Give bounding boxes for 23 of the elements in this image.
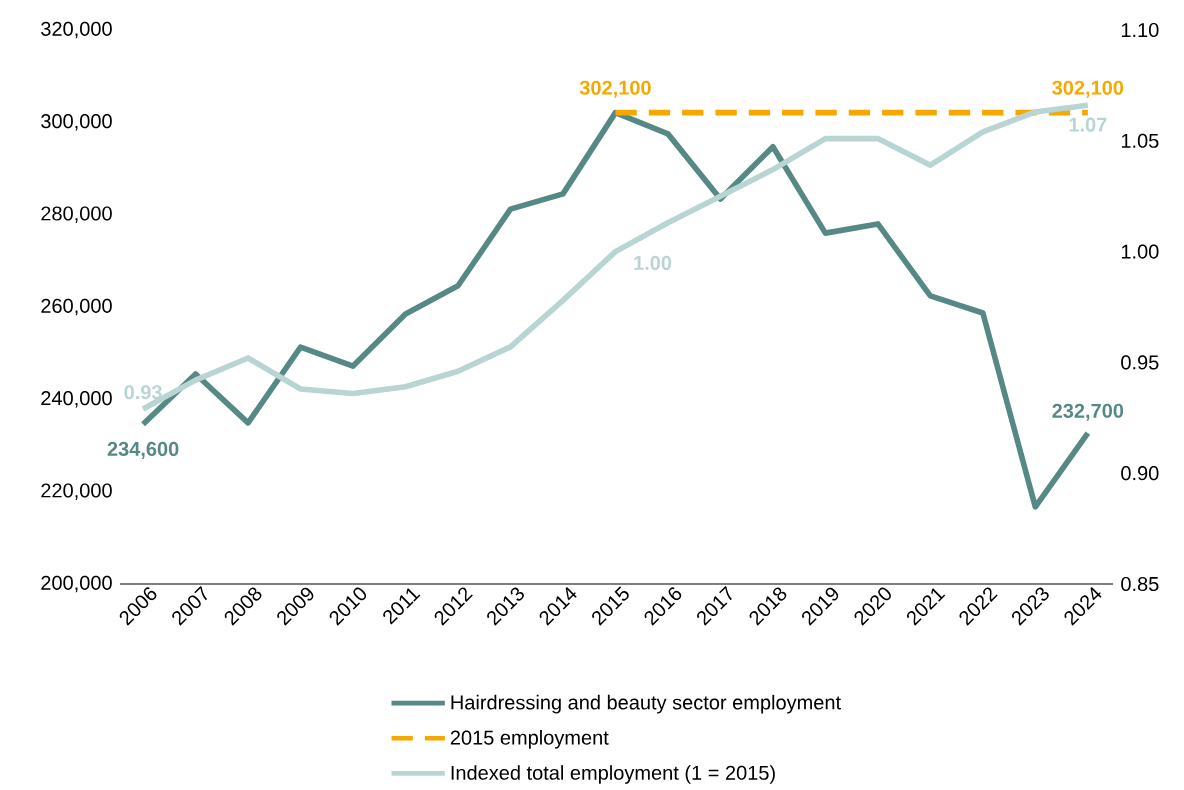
y2-tick-label: 0.85 bbox=[1121, 576, 1159, 592]
y2-tick-label: 0.90 bbox=[1121, 466, 1159, 481]
data-label: 302,100 bbox=[579, 80, 651, 98]
y2-tick-label: 1.10 bbox=[1121, 22, 1159, 38]
y2-tick-label: 0.95 bbox=[1121, 355, 1159, 370]
data-label: 302,100 bbox=[1052, 80, 1124, 98]
y-tick-label: 220,000 bbox=[41, 483, 112, 500]
y-tick-label: 320,000 bbox=[41, 21, 112, 39]
data-label: 1.00 bbox=[634, 255, 672, 271]
legend-label: Indexed total employment (1 = 2015) bbox=[451, 765, 775, 784]
y2-tick-label: 1.00 bbox=[1121, 244, 1159, 259]
y-tick-label: 240,000 bbox=[41, 391, 112, 408]
y-tick-label: 280,000 bbox=[41, 206, 112, 223]
y-tick-label: 260,000 bbox=[41, 298, 112, 316]
legend-label: Hairdressing and beauty sector employment bbox=[451, 694, 841, 714]
data-label: 232,700 bbox=[1052, 403, 1124, 421]
data-label: 1.07 bbox=[1069, 117, 1107, 132]
y-tick-label: 300,000 bbox=[41, 114, 112, 131]
data-label: 234,600 bbox=[107, 441, 179, 459]
data-label: 0.93 bbox=[124, 385, 162, 400]
legend-label: 2015 employment bbox=[450, 730, 609, 749]
y-tick-label: 200,000 bbox=[41, 575, 112, 593]
y2-tick-label: 1.05 bbox=[1121, 133, 1159, 148]
